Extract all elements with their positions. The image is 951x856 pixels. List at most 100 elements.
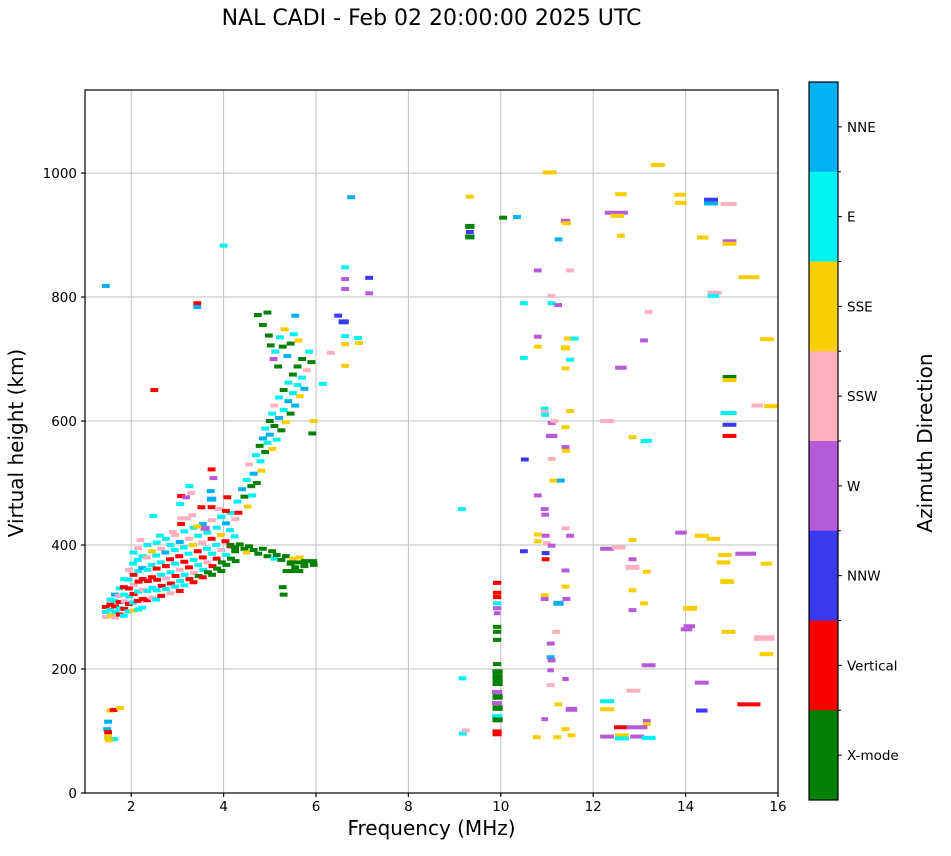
data-point xyxy=(737,702,761,707)
data-point xyxy=(499,215,508,220)
data-point xyxy=(180,529,189,534)
data-point xyxy=(275,415,283,420)
data-point xyxy=(124,601,133,606)
data-point xyxy=(642,719,651,724)
data-point xyxy=(208,564,217,569)
data-point xyxy=(203,546,211,551)
data-point xyxy=(541,717,548,722)
data-point xyxy=(492,629,502,634)
data-point xyxy=(532,735,541,740)
data-point xyxy=(216,533,225,538)
data-point xyxy=(256,459,265,464)
data-point xyxy=(177,494,186,499)
data-point xyxy=(683,624,696,629)
data-point xyxy=(458,731,467,736)
data-point xyxy=(185,536,193,541)
data-point xyxy=(566,409,575,414)
colorbar-swatch xyxy=(809,82,838,173)
data-point xyxy=(707,290,722,295)
data-point xyxy=(208,572,216,577)
data-point xyxy=(554,702,563,707)
data-point xyxy=(326,350,335,355)
data-point xyxy=(101,605,110,610)
data-point xyxy=(545,433,558,439)
data-point xyxy=(625,564,640,570)
data-point xyxy=(722,375,737,380)
data-point xyxy=(540,507,549,512)
data-point xyxy=(176,502,185,507)
data-point xyxy=(600,707,614,712)
data-point xyxy=(458,676,467,681)
colorbar-tick-label: Vertical xyxy=(847,658,898,674)
data-point xyxy=(628,588,637,593)
data-point xyxy=(341,334,350,339)
colorbar-swatch xyxy=(809,351,838,442)
data-point xyxy=(226,510,235,515)
data-point xyxy=(124,577,133,582)
data-point xyxy=(354,335,362,340)
data-point xyxy=(161,564,170,569)
data-point xyxy=(242,550,251,555)
data-point xyxy=(115,612,124,617)
data-point xyxy=(175,554,184,559)
data-point xyxy=(166,543,175,548)
colorbar-swatch xyxy=(809,261,838,352)
data-point xyxy=(199,567,208,572)
y-tick-label: 600 xyxy=(51,414,77,430)
data-point xyxy=(161,536,170,541)
data-point xyxy=(217,560,226,565)
data-point xyxy=(289,332,298,337)
data-point xyxy=(547,293,556,298)
y-tick-label: 1000 xyxy=(43,166,77,182)
y-tick-label: 200 xyxy=(51,662,77,678)
data-point xyxy=(263,310,272,315)
data-point xyxy=(566,533,575,538)
data-point xyxy=(547,543,556,548)
data-point xyxy=(185,577,194,582)
data-point xyxy=(106,597,115,602)
data-point xyxy=(198,540,207,545)
data-point xyxy=(674,192,686,197)
data-point xyxy=(270,556,279,561)
data-point xyxy=(465,234,475,240)
data-point xyxy=(540,409,549,414)
data-point xyxy=(249,547,258,553)
data-point xyxy=(129,608,138,613)
data-point xyxy=(717,552,732,557)
data-point xyxy=(156,560,165,565)
data-point xyxy=(570,336,579,341)
data-point xyxy=(279,407,288,412)
data-point xyxy=(249,471,258,476)
data-point xyxy=(231,545,240,550)
data-point xyxy=(293,383,302,388)
data-point xyxy=(279,388,288,393)
data-point xyxy=(171,561,180,566)
data-point xyxy=(124,609,133,614)
data-point xyxy=(185,484,194,489)
data-point xyxy=(549,478,558,483)
data-point xyxy=(219,243,228,248)
data-point xyxy=(134,569,143,574)
data-point xyxy=(138,565,147,570)
data-point xyxy=(138,577,147,582)
colorbar-tick-label: NNW xyxy=(847,569,881,585)
colorbar-tick-label: SSE xyxy=(847,299,873,315)
data-point xyxy=(110,598,119,603)
data-point xyxy=(694,533,709,538)
data-point xyxy=(258,436,267,441)
data-point xyxy=(554,237,563,242)
data-point xyxy=(266,343,275,348)
data-point xyxy=(134,589,143,594)
data-point xyxy=(171,533,180,538)
data-point xyxy=(116,606,125,611)
data-point xyxy=(138,554,147,559)
data-point xyxy=(233,499,242,504)
data-point xyxy=(212,543,221,548)
data-point xyxy=(203,560,212,565)
data-point xyxy=(134,546,143,551)
data-point xyxy=(513,215,521,220)
data-point xyxy=(193,549,202,554)
data-point xyxy=(111,592,119,597)
data-point xyxy=(124,567,133,572)
